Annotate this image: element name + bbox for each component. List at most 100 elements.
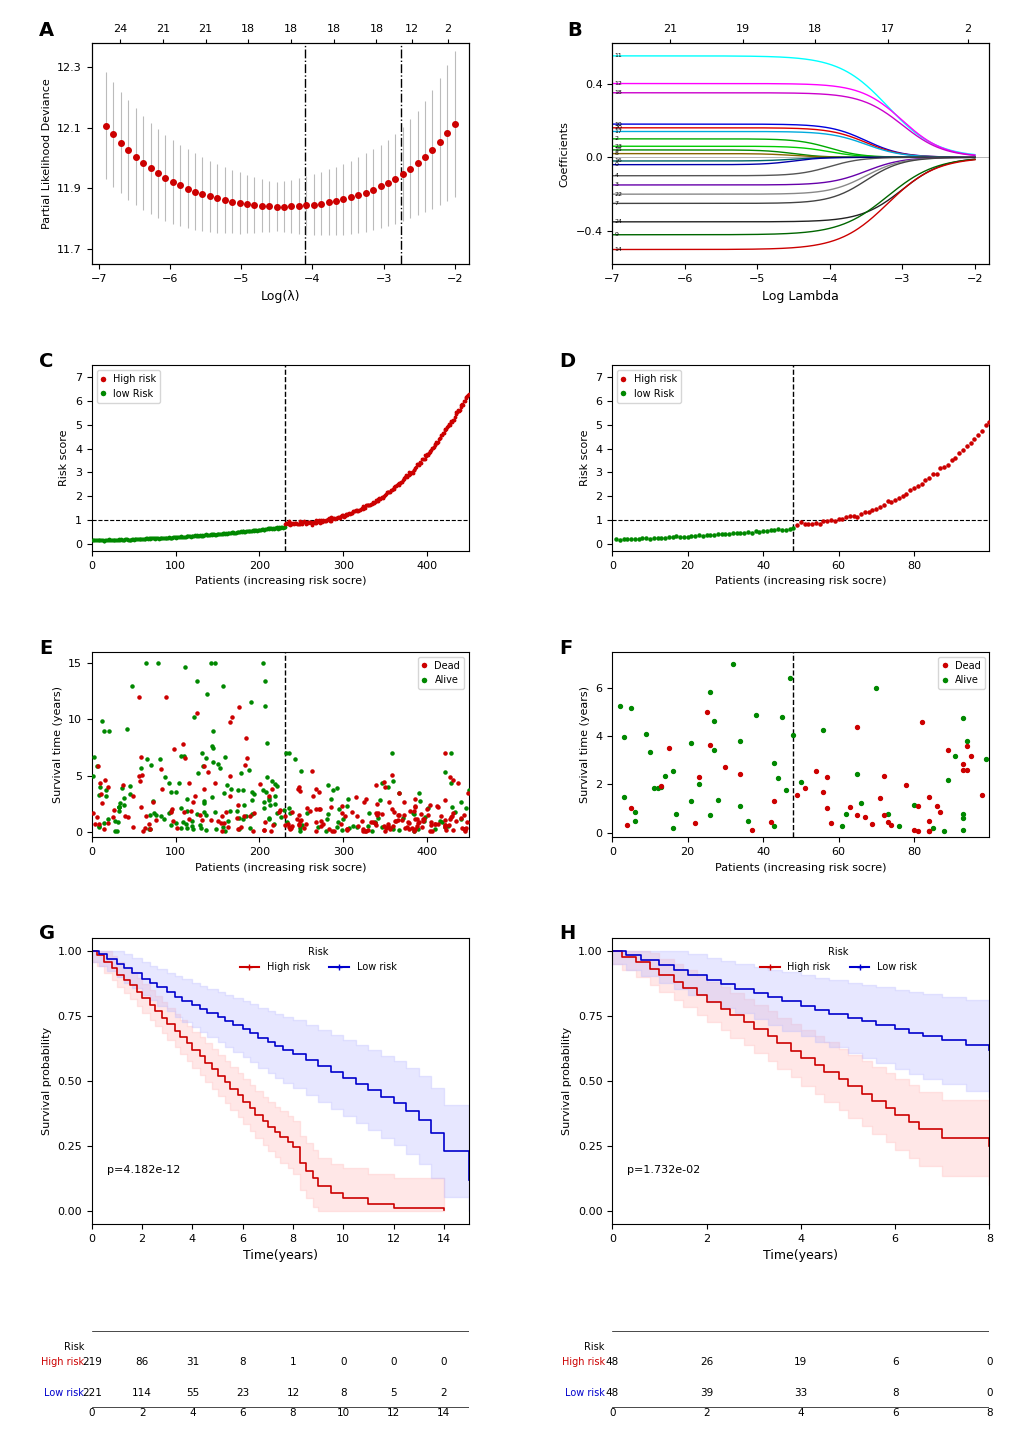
Point [179, 788, 196, 811]
Point [340, 816, 357, 839]
Point [197, 524, 213, 547]
Point [447, 811, 464, 833]
Point [419, 796, 435, 819]
Point [958, 434, 974, 457]
Point [207, 772, 223, 795]
Point [153, 526, 169, 548]
Point [258, 517, 274, 540]
Point [443, 796, 460, 819]
Point [110, 795, 126, 818]
Point [996, 392, 1012, 415]
Point [92, 775, 108, 798]
Point [212, 758, 228, 780]
Point [439, 415, 455, 438]
Point [754, 520, 770, 543]
Point [320, 773, 336, 796]
Point [360, 818, 376, 841]
Point [263, 819, 279, 842]
Point [100, 528, 116, 551]
Point [196, 800, 212, 823]
Point [160, 526, 176, 548]
Point [174, 526, 191, 548]
Point [226, 521, 243, 544]
Point [255, 790, 271, 813]
Point [204, 523, 220, 546]
Point [336, 504, 353, 527]
Point [325, 507, 341, 530]
Point [423, 811, 439, 833]
Point [916, 468, 932, 491]
Point [250, 518, 266, 541]
Point [350, 500, 366, 523]
Point [269, 516, 285, 538]
Text: D: D [558, 352, 575, 371]
Point [203, 524, 219, 547]
Point [958, 735, 974, 758]
Point [176, 748, 193, 770]
Point [459, 385, 475, 408]
Point [736, 521, 752, 544]
Point [175, 526, 192, 548]
Point [406, 819, 422, 842]
Point [803, 513, 819, 536]
Point [101, 528, 117, 551]
Point [208, 818, 224, 841]
Point [320, 508, 336, 531]
Point [170, 526, 186, 548]
Point [242, 805, 258, 828]
Point [176, 526, 193, 548]
Point [87, 812, 103, 835]
Point [395, 790, 412, 813]
Point [196, 790, 212, 813]
Point [954, 819, 970, 842]
Point [344, 501, 361, 524]
Y-axis label: Risk score: Risk score [59, 430, 69, 487]
Point [141, 818, 157, 841]
Point [205, 523, 221, 546]
Point [255, 819, 271, 842]
Point [91, 783, 107, 806]
Point [237, 520, 254, 543]
Point [800, 513, 816, 536]
Point [343, 501, 360, 524]
Text: 12: 12 [386, 1408, 399, 1418]
Point [368, 488, 384, 511]
Point [115, 528, 131, 551]
Text: 17: 17 [613, 129, 622, 135]
Point [255, 652, 271, 674]
Point [354, 811, 370, 833]
Point [175, 526, 192, 548]
Point [412, 451, 428, 474]
Point [297, 511, 313, 534]
Point [312, 508, 328, 531]
Point [348, 805, 365, 828]
Point [457, 819, 473, 842]
Point [368, 490, 384, 513]
Point [423, 438, 439, 461]
Point [326, 507, 342, 530]
Point [276, 516, 292, 538]
Point [96, 812, 112, 835]
Point [269, 800, 285, 823]
Point [765, 790, 782, 813]
Point [259, 766, 275, 789]
Point [958, 759, 974, 782]
Text: 0: 0 [613, 162, 618, 168]
Point [146, 802, 162, 825]
Point [611, 528, 628, 551]
Y-axis label: Coefficients: Coefficients [559, 120, 570, 186]
Point [416, 448, 432, 471]
Point [229, 779, 246, 802]
Point [300, 511, 316, 534]
Point [619, 528, 635, 551]
Point [270, 800, 286, 823]
Point [701, 733, 717, 756]
Point [368, 802, 384, 825]
Point [443, 805, 460, 828]
Point [278, 742, 294, 765]
Point [291, 819, 308, 842]
Point [265, 517, 281, 540]
Point [307, 508, 323, 531]
Point [166, 526, 182, 548]
Point [363, 811, 379, 833]
